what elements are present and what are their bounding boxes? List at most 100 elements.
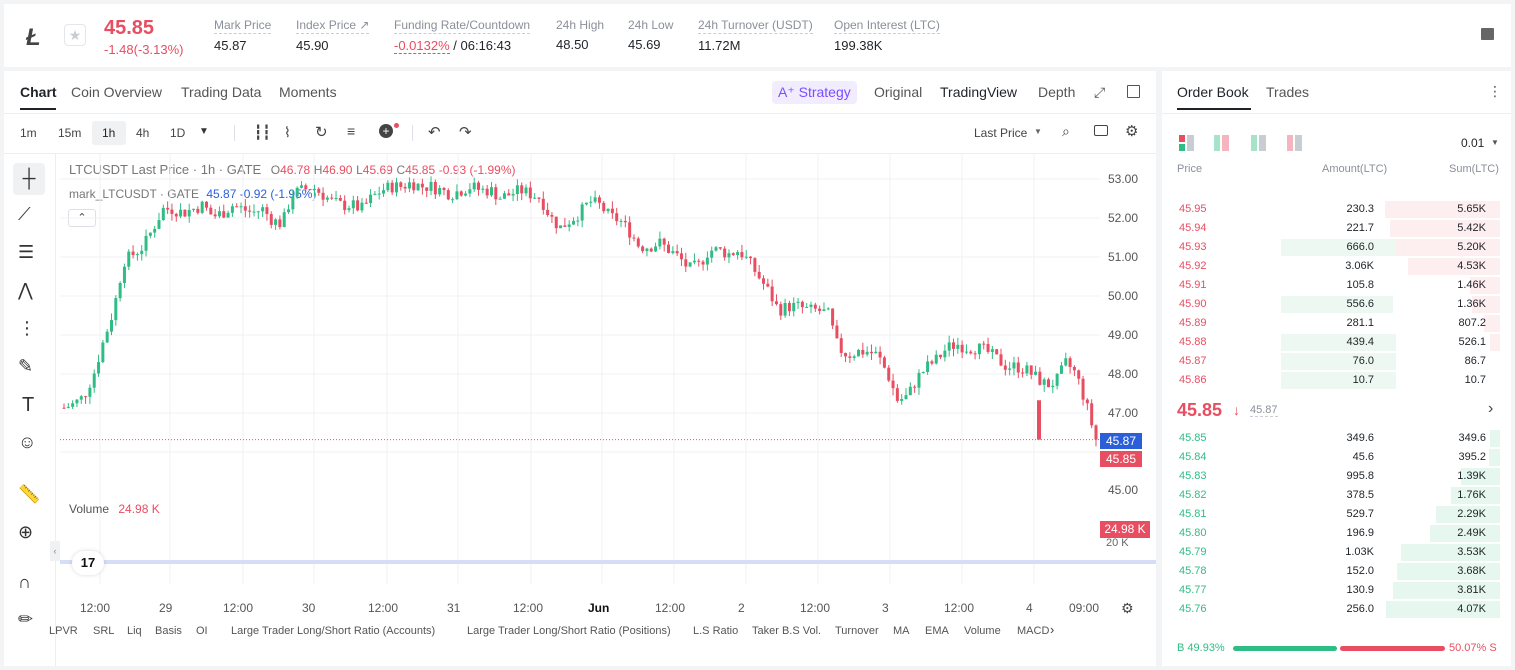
interval-1m[interactable]: 1m (20, 126, 37, 140)
trendline-icon[interactable]: ⟋ (18, 204, 31, 224)
ask-row[interactable]: 45.86 10.7 10.7 (1162, 371, 1500, 390)
book-icon[interactable] (1481, 28, 1494, 40)
bid-row[interactable]: 45.81 529.7 2.29K (1162, 505, 1500, 524)
chart-tab-moments[interactable]: Moments (279, 84, 337, 100)
interval-1h[interactable] (92, 121, 126, 145)
mode-original[interactable]: Original (874, 84, 923, 100)
timezone-settings-icon[interactable]: ⚙ (1121, 600, 1134, 616)
ask-row[interactable]: 45.92 3.06K 4.53K (1162, 257, 1500, 276)
indicator-item[interactable]: Large Trader Long/Short Ratio (Accounts) (231, 625, 436, 637)
divider (1162, 113, 1511, 114)
precision-select[interactable]: 0.01 (1461, 136, 1485, 150)
indicator-item[interactable]: OI (196, 625, 208, 637)
horizontal-lines-icon[interactable]: ☰ (18, 242, 35, 262)
ruler-icon[interactable]: 📏 (18, 484, 41, 504)
settings-gear-icon[interactable]: ⚙ (1125, 123, 1139, 140)
chevron-right-icon[interactable]: › (1488, 400, 1494, 417)
text-icon[interactable]: T (22, 394, 35, 416)
interval-15m[interactable]: 15m (58, 126, 82, 140)
candle-body (774, 301, 778, 305)
undo-icon[interactable]: ↶ (428, 124, 441, 141)
expand-icon[interactable]: ⤢ (1094, 84, 1106, 100)
chart-tab-chart[interactable]: Chart (20, 84, 57, 100)
redo-icon[interactable]: ↷ (459, 124, 472, 141)
bid-row[interactable]: 45.82 378.5 1.76K (1162, 486, 1500, 505)
candle-body (472, 182, 476, 190)
favorite-star-icon[interactable]: ★ (64, 24, 86, 46)
indicator-item[interactable]: L.S Ratio (693, 625, 739, 637)
candle-body (1064, 358, 1068, 366)
fib-icon[interactable]: ⋮ (18, 318, 36, 338)
candle-body (235, 206, 239, 208)
ask-row[interactable]: 45.95 230.3 5.65K (1162, 200, 1500, 219)
indicator-next-icon[interactable]: › (1050, 622, 1055, 637)
view-bids-icon[interactable] (1251, 135, 1266, 151)
ask-row[interactable]: 45.87 76.0 86.7 (1162, 352, 1500, 371)
indicator-item[interactable]: Liq (127, 625, 142, 637)
ask-row[interactable]: 45.90 556.6 1.36K (1162, 295, 1500, 314)
indicator-item[interactable]: Basis (155, 625, 182, 637)
bid-row[interactable]: 45.76 256.0 4.07K (1162, 600, 1500, 619)
ask-row[interactable]: 45.93 666.0 5.20K (1162, 238, 1500, 257)
ask-price: 45.93 (1179, 241, 1207, 253)
ask-row[interactable]: 45.91 105.8 1.46K (1162, 276, 1500, 295)
search-icon[interactable]: ⌕ (1062, 123, 1070, 139)
interval-1h-label[interactable]: 1h (102, 126, 116, 140)
indicator-item[interactable]: MA (893, 625, 910, 637)
templates-icon[interactable]: ≡ (347, 123, 356, 139)
bid-row[interactable]: 45.78 152.0 3.68K (1162, 562, 1500, 581)
brush-icon[interactable]: ✎ (18, 356, 34, 376)
ask-row[interactable]: 45.94 221.7 5.42K (1162, 219, 1500, 238)
candle-body (524, 187, 528, 194)
zoom-icon[interactable]: ⊕ (18, 522, 34, 542)
indicators-icon[interactable]: ⌇ (284, 124, 291, 140)
ask-amount-bar (1281, 372, 1396, 389)
pattern-icon[interactable]: ⋀ (18, 280, 33, 300)
view-asks-icon[interactable] (1287, 135, 1302, 151)
orderbook-tab[interactable]: Order Book (1177, 84, 1249, 100)
price-chart[interactable] (60, 154, 1156, 599)
trades-tab[interactable]: Trades (1266, 84, 1310, 100)
candle-body (835, 325, 839, 339)
pencil-icon[interactable]: ✏ (18, 609, 34, 629)
view-bids-asks-icon[interactable] (1214, 135, 1229, 151)
add-alert-icon[interactable]: + (379, 124, 393, 138)
indicator-item[interactable]: Large Trader Long/Short Ratio (Positions… (467, 625, 671, 637)
indicator-item[interactable]: Taker B.S Vol. (752, 625, 822, 637)
indicator-item[interactable]: Volume (964, 625, 1001, 637)
mode-tradingview[interactable]: TradingView (940, 84, 1018, 100)
interval-4h[interactable]: 4h (136, 126, 150, 140)
chart-tab-coin-overview[interactable]: Coin Overview (71, 84, 163, 100)
crosshair-icon[interactable]: ┼ (13, 163, 45, 195)
view-both-icon[interactable] (1179, 135, 1194, 151)
indicator-item[interactable]: LPVR (49, 625, 78, 637)
bid-row[interactable]: 45.84 45.6 395.2 (1162, 448, 1500, 467)
more-menu-icon[interactable]: ⋮ (1488, 83, 1502, 99)
interval-dropdown-icon[interactable]: ▼ (199, 126, 209, 137)
strategy-button[interactable]: A⁺ Strategy (772, 81, 857, 104)
ask-row[interactable]: 45.88 439.4 526.1 (1162, 333, 1500, 352)
camera-icon[interactable] (1094, 125, 1108, 136)
bid-row[interactable]: 45.79 1.03K 3.53K (1162, 543, 1500, 562)
price-axis-label: 52.00 (1108, 211, 1139, 225)
collapse-sidebar-icon[interactable]: ‹ (50, 541, 60, 561)
bid-row[interactable]: 45.80 196.9 2.49K (1162, 524, 1500, 543)
window-icon[interactable] (1127, 85, 1140, 98)
bid-row[interactable]: 45.83 995.8 1.39K (1162, 467, 1500, 486)
indicator-item[interactable]: Turnover (835, 625, 879, 637)
chart-tab-trading-data[interactable]: Trading Data (181, 84, 262, 100)
indicator-item[interactable]: MACD (1017, 625, 1050, 637)
interval-1d[interactable]: 1D (170, 126, 186, 140)
price-type-select[interactable]: Last Price (974, 126, 1028, 140)
bid-row[interactable]: 45.77 130.9 3.81K (1162, 581, 1500, 600)
candle-type-icon[interactable]: ┇┇ (254, 124, 271, 140)
bid-row[interactable]: 45.85 349.6 349.6 (1162, 429, 1500, 448)
magnet-icon[interactable]: ∩ (18, 572, 31, 592)
mode-depth[interactable]: Depth (1038, 84, 1076, 100)
indicator-item[interactable]: SRL (93, 625, 115, 637)
emoji-icon[interactable]: ☺ (18, 432, 37, 452)
stat-index-price[interactable]: Index Price ↗ 45.90 (296, 18, 370, 53)
ask-row[interactable]: 45.89 281.1 807.2 (1162, 314, 1500, 333)
replay-icon[interactable]: ↻ (315, 124, 328, 141)
indicator-item[interactable]: EMA (925, 625, 949, 637)
